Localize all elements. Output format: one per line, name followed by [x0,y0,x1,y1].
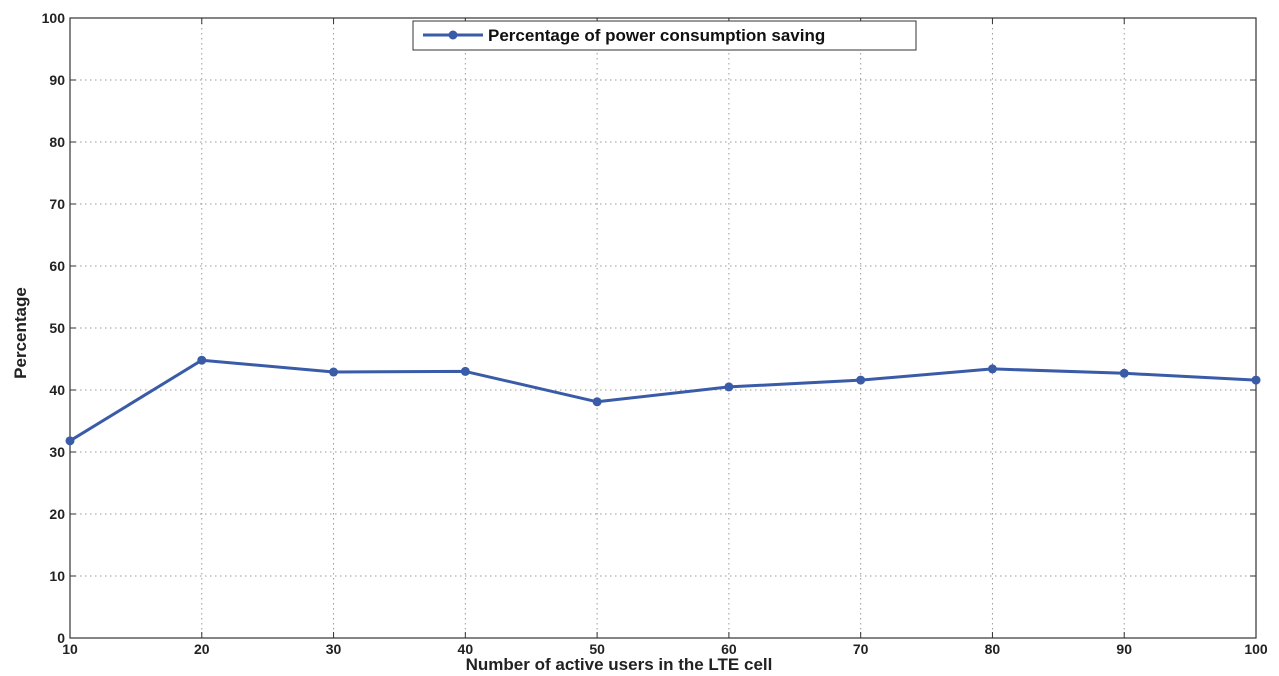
y-tick-label: 10 [49,568,65,584]
y-tick-label: 70 [49,196,65,212]
x-axis-title: Number of active users in the LTE cell [466,655,773,674]
y-tick-labels: 0 10 20 30 40 50 60 70 80 90 100 [42,10,66,646]
y-axis-title: Percentage [11,287,30,379]
plot-area [70,18,1256,638]
grid-lines [70,18,1256,638]
data-point [724,382,734,392]
y-tick-label: 100 [42,10,66,26]
y-tick-label: 20 [49,506,65,522]
x-tick-label: 50 [589,641,605,657]
y-tick-label: 60 [49,258,65,274]
data-point [460,366,470,376]
series-line [69,358,1257,443]
data-point [987,364,997,374]
data-point [856,375,866,385]
data-point [1119,368,1129,378]
data-point [329,367,339,377]
x-tick-labels: 10 20 30 40 50 60 70 80 90 100 [62,641,1268,657]
legend-box [412,20,917,51]
y-tick-label: 0 [57,630,65,646]
x-tick-label: 10 [62,641,78,657]
x-tick-label: 90 [1116,641,1132,657]
x-tick-label: 60 [721,641,737,657]
y-tick-label: 40 [49,382,65,398]
y-tick-label: 30 [49,444,65,460]
y-tick-label: 90 [49,72,65,88]
x-tick-label: 40 [458,641,474,657]
x-tick-label: 20 [194,641,210,657]
y-tick-label: 50 [49,320,65,336]
legend-label: Percentage of power consumption saving [488,26,825,45]
legend: Percentage of power consumption saving [412,20,917,51]
series-group [65,355,1261,446]
legend-marker-swatch [448,30,458,40]
x-tick-label: 30 [326,641,342,657]
x-tick-label: 80 [985,641,1001,657]
plot-frame [69,17,1257,639]
data-point [592,397,602,407]
x-tick-label: 70 [853,641,869,657]
x-tick-label: 100 [1244,641,1268,657]
y-tick-label: 80 [49,134,65,150]
data-point [65,436,75,446]
data-point [197,355,207,365]
data-point [1251,375,1261,385]
